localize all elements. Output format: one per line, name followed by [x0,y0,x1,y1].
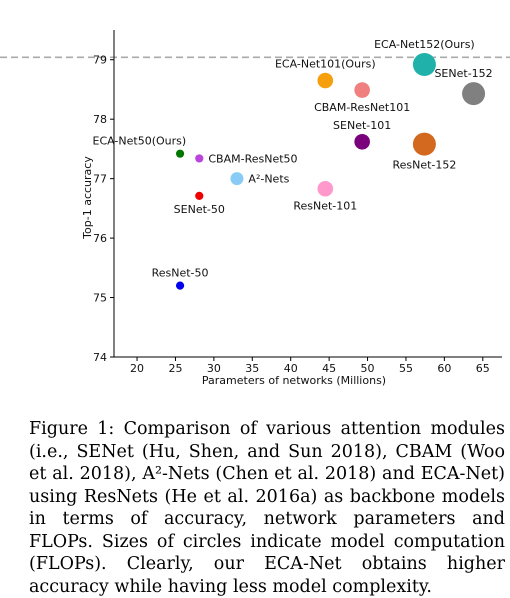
data-point [412,132,436,156]
data-point-label: CBAM-ResNet50 [208,152,297,165]
data-point [462,82,486,106]
data-point [230,172,244,186]
x-tick-label: 50 [361,362,375,375]
y-axis-label: Top-1 accuracy [81,156,94,240]
data-point-label: ECA-Net101(Ours) [275,58,376,71]
data-point [195,191,204,200]
x-tick-label: 55 [399,362,413,375]
data-point-label: ECA-Net50(Ours) [93,135,187,148]
y-tick-label: 76 [93,232,107,245]
data-point [317,180,334,197]
x-tick-label: 20 [130,362,144,375]
chart-canvas: 20 25 30 35 40 45 50 55 60 65 74 75 76 77 78 79 Paramete… [0,30,510,387]
x-tick-label: 60 [437,362,451,375]
scatter-chart: 20 25 30 35 40 45 50 55 60 65 74 75 76 77 78 79 Paramete… [0,30,510,387]
y-tick-label: 74 [93,351,107,364]
figure-caption: Figure 1: Comparison of various attentio… [29,419,505,597]
data-point [175,149,185,158]
x-tick-label: 65 [476,362,490,375]
x-tick-label: 45 [322,362,336,375]
data-point-label: ECA-Net152(Ours) [374,38,475,51]
data-point-label: ResNet-50 [152,267,209,280]
data-point [412,52,436,76]
data-point [175,281,185,290]
data-point [354,133,370,150]
data-point-label: CBAM-ResNet101 [314,101,410,114]
y-tick-label: 78 [93,113,107,126]
y-tick-label: 77 [93,173,107,186]
data-point [195,154,204,163]
data-point [317,72,334,89]
data-point-label: ResNet-152 [392,159,456,172]
x-tick-label: 30 [207,362,221,375]
data-point-label: SENet-152 [434,67,492,80]
data-point-label: SENet-50 [174,203,225,216]
x-axis-label: Parameters of networks (Millions) [202,374,386,387]
data-point-label: SENet-101 [333,119,391,132]
y-tick-label: 79 [93,54,107,67]
data-point-label: ResNet-101 [293,200,357,213]
x-tick-label: 25 [168,362,182,375]
y-tick-label: 75 [93,292,107,305]
data-point [354,82,370,98]
x-tick-label: 40 [284,362,298,375]
x-tick-label: 35 [245,362,259,375]
data-point-label: A²-Nets [248,173,289,186]
